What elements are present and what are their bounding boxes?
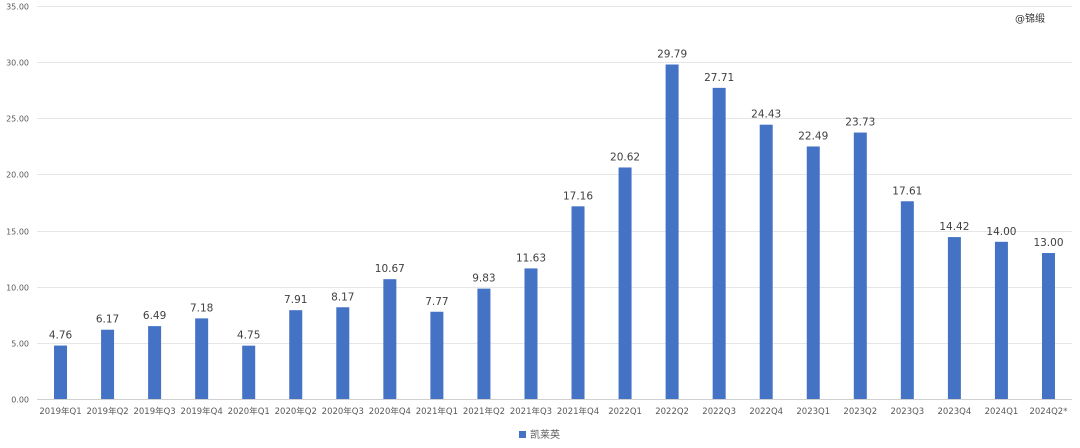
data-label: 4.75 (237, 330, 260, 342)
legend-label: 凯莱英 (530, 428, 560, 441)
bar (289, 310, 303, 399)
x-tick-label: 2020年Q1 (228, 406, 270, 417)
bar (242, 345, 256, 399)
data-label: 6.17 (96, 314, 119, 326)
bar (618, 167, 632, 399)
x-tick-label: 2022Q1 (608, 407, 642, 417)
y-axis-ticks: 0.00 5.00 10.00 15.00 20.00 25.00 30.00 35.00 (6, 3, 29, 405)
data-label: 29.79 (657, 49, 687, 61)
x-tick-label: 2020年Q3 (322, 406, 364, 417)
y-tick-label: 0.00 (11, 396, 29, 405)
x-tick-label: 2023Q1 (796, 407, 830, 417)
data-label: 11.63 (516, 252, 546, 264)
x-tick-label: 2024Q2* (1029, 407, 1067, 417)
bar (195, 318, 209, 399)
data-label: 14.42 (939, 221, 969, 233)
data-label: 17.61 (892, 185, 922, 197)
data-label: 27.71 (704, 72, 734, 84)
y-tick-label: 30.00 (6, 59, 29, 68)
gridlines (37, 6, 1072, 400)
x-tick-label: 2024Q1 (985, 407, 1019, 417)
x-tick-label: 2019年Q3 (133, 406, 175, 417)
bar (430, 311, 444, 399)
y-tick-label: 25.00 (6, 115, 29, 124)
bar (947, 237, 961, 399)
bar (665, 64, 679, 399)
data-label: 20.62 (610, 151, 640, 163)
bar (54, 345, 68, 399)
x-tick-label: 2021年Q3 (510, 406, 552, 417)
data-label: 9.83 (472, 273, 495, 285)
bar (1041, 253, 1055, 399)
data-label: 17.16 (563, 190, 593, 202)
bar (336, 307, 350, 399)
data-label: 14.00 (986, 226, 1016, 238)
bar (806, 146, 820, 399)
data-labels: 4.76 6.17 6.49 7.18 4.75 7.91 8.17 10.67 7.77 9.8… (49, 49, 1064, 342)
bar (571, 206, 585, 399)
y-tick-label: 35.00 (6, 3, 29, 12)
data-label: 13.00 (1033, 237, 1063, 249)
bar (900, 201, 914, 399)
y-tick-label: 10.00 (6, 284, 29, 293)
data-label: 22.49 (798, 130, 828, 142)
bar (759, 124, 773, 399)
data-label: 7.18 (190, 302, 213, 314)
y-tick-label: 20.00 (6, 171, 29, 180)
bars (54, 64, 1055, 400)
data-label: 7.77 (425, 296, 448, 308)
x-axis-ticks: 2019年Q1 2019年Q2 2019年Q3 2019年Q4 2020年Q1 2020年… (39, 406, 1067, 417)
y-tick-label: 5.00 (11, 340, 29, 349)
bar (524, 268, 538, 399)
x-tick-label: 2019年Q4 (181, 406, 223, 417)
data-label: 10.67 (375, 263, 405, 275)
x-tick-label: 2023Q4 (938, 407, 972, 417)
x-tick-label: 2019年Q1 (39, 406, 81, 417)
x-tick-label: 2022Q4 (749, 407, 783, 417)
x-tick-label: 2021年Q4 (557, 406, 599, 417)
bar (101, 329, 115, 399)
bar (148, 326, 162, 399)
y-tick-label: 15.00 (6, 228, 29, 237)
x-tick-label: 2023Q2 (843, 407, 877, 417)
bar (853, 132, 867, 400)
data-label: 23.73 (845, 117, 875, 129)
data-label: 4.76 (49, 330, 73, 342)
data-label: 24.43 (751, 109, 781, 121)
x-tick-label: 2021年Q1 (416, 406, 458, 417)
x-tick-label: 2021年Q2 (463, 406, 505, 417)
bar (712, 87, 726, 400)
bar (994, 241, 1008, 399)
bar (477, 288, 491, 399)
x-tick-label: 2019年Q2 (86, 406, 128, 417)
x-tick-label: 2022Q3 (702, 407, 736, 417)
x-tick-label: 2020年Q4 (369, 406, 411, 417)
x-tick-label: 2023Q3 (890, 407, 924, 417)
data-label: 8.17 (331, 291, 354, 303)
legend-swatch (519, 431, 526, 438)
data-label: 6.49 (143, 310, 166, 322)
legend: 凯莱英 (519, 428, 560, 441)
bar (383, 279, 397, 399)
x-tick-label: 2020年Q2 (275, 406, 317, 417)
x-tick-label: 2022Q2 (655, 407, 689, 417)
data-label: 7.91 (284, 294, 307, 306)
watermark: @锦缎 (1015, 12, 1045, 25)
